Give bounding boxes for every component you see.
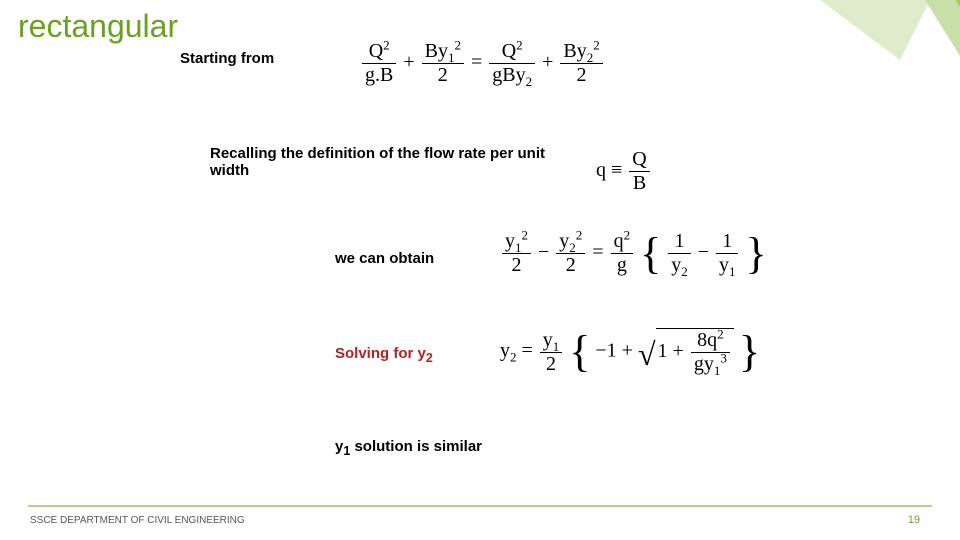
label-starting-from: Starting from	[180, 50, 274, 67]
equation-2: q ≡ QB	[596, 148, 652, 195]
footer-line	[0, 504, 960, 508]
label-y1-rest: solution is similar	[350, 438, 482, 455]
label-recalling: Recalling the definition of the flow rat…	[210, 145, 570, 179]
label-solving-text: Solving for y	[335, 345, 426, 362]
equation-3: y122 − y222 = q2g { 1y2 − 1y1 }	[500, 230, 767, 277]
deco-tri-light	[900, 0, 960, 120]
footer-text: SSCE DEPARTMENT OF CIVIL ENGINEERING	[30, 515, 245, 526]
deco-tri-mid	[930, 0, 960, 70]
deco-tri-small	[820, 0, 930, 60]
label-y1-similar: y1 solution is similar	[335, 438, 482, 458]
corner-decoration	[780, 0, 960, 180]
slide-title: rectangular	[18, 8, 178, 45]
equation-1: Q2g.B + By122 = Q2gBy2 + By222	[360, 40, 605, 87]
page-number: 19	[908, 514, 920, 526]
label-solving-sub: 2	[426, 351, 433, 365]
label-solving-for-y2: Solving for y2	[335, 345, 433, 365]
equation-4: y2 = y12 { −1 + √1 + 8q2gy13 }	[500, 328, 760, 376]
label-we-can-obtain: we can obtain	[335, 250, 434, 267]
